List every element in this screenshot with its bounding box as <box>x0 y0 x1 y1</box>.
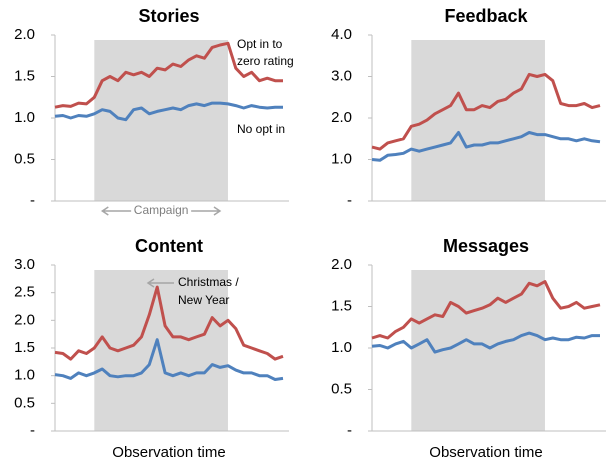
y-tick-label: 2.0 <box>331 109 352 126</box>
series-line <box>54 338 284 381</box>
shaded-region <box>411 40 545 201</box>
y-tick-label: 1.0 <box>331 339 352 356</box>
series-line <box>371 131 601 162</box>
shaded-region <box>94 40 228 201</box>
y-tick-label: 1.0 <box>14 367 35 384</box>
annotation-arrow <box>100 206 222 216</box>
annotation: Christmas / New Year <box>178 275 239 307</box>
y-tick-label: - <box>30 422 35 439</box>
y-tick-label: 1.0 <box>331 150 352 167</box>
y-tick-label: 3.0 <box>331 67 352 84</box>
shaded-region <box>411 270 545 431</box>
y-tick-label: 1.0 <box>14 109 35 126</box>
y-tick-label: 1.5 <box>14 67 35 84</box>
series-line <box>54 285 284 361</box>
y-tick-label: - <box>347 422 352 439</box>
chart-title: Content <box>135 236 203 256</box>
y-tick-label: - <box>30 192 35 209</box>
series-label: Opt in to zero rating <box>237 37 294 68</box>
y-tick-label: 2.0 <box>14 311 35 328</box>
y-tick-label: - <box>347 192 352 209</box>
series-line <box>54 41 283 109</box>
series-label: No opt in <box>237 122 285 136</box>
x-axis-label: Observation time <box>112 444 225 461</box>
annotation: Campaign <box>134 203 189 217</box>
series-line <box>371 331 600 354</box>
y-tick-label: 2.5 <box>14 284 35 301</box>
y-tick-label: 0.5 <box>331 380 352 397</box>
y-tick-label: 1.5 <box>331 297 352 314</box>
x-axis-label: Observation time <box>429 444 542 461</box>
y-tick-label: 3.0 <box>14 256 35 273</box>
series-line <box>371 72 601 151</box>
chart-title: Stories <box>138 6 199 26</box>
y-tick-label: 2.0 <box>331 256 352 273</box>
y-tick-label: 1.5 <box>14 339 35 356</box>
annotation-arrow <box>146 278 174 288</box>
y-tick-label: 4.0 <box>331 26 352 43</box>
y-tick-label: 0.5 <box>14 394 35 411</box>
series-line <box>371 280 601 340</box>
chart-title: Messages <box>443 236 529 256</box>
y-tick-label: 0.5 <box>14 150 35 167</box>
y-tick-label: 2.0 <box>14 26 35 43</box>
series-line <box>54 101 283 122</box>
chart-title: Feedback <box>444 6 528 26</box>
